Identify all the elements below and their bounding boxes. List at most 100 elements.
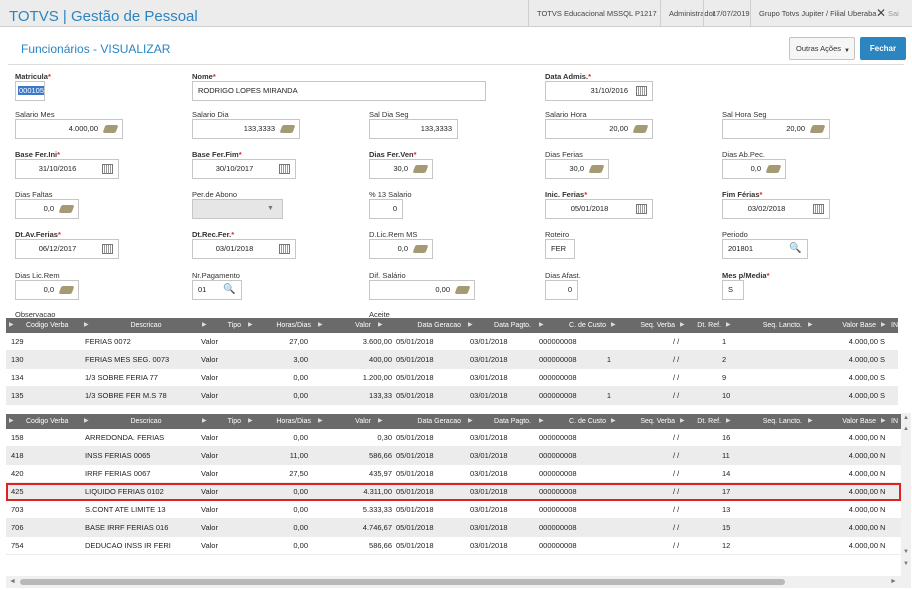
per-abono-select[interactable]: ▼: [192, 199, 283, 219]
column-header[interactable]: Dt. Ref.: [697, 418, 721, 425]
column-sort-icon[interactable]: ▶: [248, 418, 253, 424]
salario-mes-field[interactable]: 4.000,00: [15, 119, 123, 139]
scroll-down-icon[interactable]: ▼: [903, 549, 909, 555]
table-row[interactable]: 135 1/3 SOBRE FER M.S 78 Valor 0,00 133,33 05…: [6, 387, 898, 405]
column-header[interactable]: Seq. Verba: [640, 418, 675, 425]
column-sort-icon[interactable]: ▶: [9, 418, 14, 424]
column-sort-icon[interactable]: ▶: [84, 418, 89, 424]
column-sort-icon[interactable]: ▶: [378, 322, 383, 328]
column-header[interactable]: Dt. Ref.: [697, 322, 721, 329]
dias-ab-pec-field[interactable]: 0,0: [722, 159, 786, 179]
table-row[interactable]: 158 ARREDONDA. FERIAS Valor 0,00 0,30 05/01/2…: [6, 429, 901, 447]
column-sort-icon[interactable]: ▶: [726, 418, 731, 424]
column-header[interactable]: Valor Base: [842, 418, 876, 425]
column-sort-icon[interactable]: ▶: [318, 322, 323, 328]
money-icon[interactable]: [412, 165, 429, 173]
money-icon[interactable]: [632, 125, 649, 133]
calendar-icon[interactable]: [102, 164, 113, 174]
close-icon[interactable]: ✕: [876, 6, 887, 20]
scroll-right-icon[interactable]: ►: [890, 578, 897, 585]
more-actions-button[interactable]: Outras Ações ▼: [789, 37, 855, 60]
scroll-up-icon[interactable]: ▲: [903, 426, 909, 432]
column-sort-icon[interactable]: ▶: [9, 322, 14, 328]
user-info[interactable]: Administrador: [660, 0, 715, 27]
periodo-field[interactable]: 201801 🔍: [722, 239, 808, 259]
dias-faltas-field[interactable]: 0,0: [15, 199, 79, 219]
table-row[interactable]: 129 FERIAS 0072 Valor 27,00 3.600,00 05/01/20…: [6, 333, 898, 351]
table-row[interactable]: 425 LIQUIDO FERIAS 0102 Valor 0,00 4.311,00 0…: [6, 483, 901, 501]
money-icon[interactable]: [58, 205, 75, 213]
column-sort-icon[interactable]: ▶: [611, 322, 616, 328]
matricula-field[interactable]: 000105: [15, 81, 45, 101]
table-row[interactable]: 754 DEDUCAO INSS IR FERI Valor 0,00 586,66 05…: [6, 537, 901, 555]
table-row[interactable]: 706 BASE IRRF FERIAS 016 Valor 0,00 4.746,67…: [6, 519, 901, 537]
base-fer-ini-field[interactable]: 31/10/2016: [15, 159, 119, 179]
pct-13-field[interactable]: 0: [369, 199, 403, 219]
money-icon[interactable]: [58, 286, 75, 294]
column-header[interactable]: Descricao: [130, 418, 162, 425]
roteiro-field[interactable]: FER: [545, 239, 575, 259]
d-lic-rem-ms-field[interactable]: 0,0: [369, 239, 433, 259]
sal-dia-seg-field[interactable]: 133,3333: [369, 119, 458, 139]
column-sort-icon[interactable]: ▶: [248, 322, 253, 328]
column-header[interactable]: Seq. Verba: [640, 322, 675, 329]
column-header[interactable]: IN: [891, 322, 898, 329]
scroll-left-icon[interactable]: ◄: [9, 578, 16, 585]
search-icon[interactable]: 🔍: [789, 243, 802, 254]
column-header[interactable]: Data Geracao: [417, 322, 461, 329]
column-sort-icon[interactable]: ▶: [378, 418, 383, 424]
column-header[interactable]: Valor: [355, 418, 371, 425]
dt-rec-fer-field[interactable]: 03/01/2018: [192, 239, 296, 259]
data-admis-field[interactable]: 31/10/2016: [545, 81, 653, 101]
calendar-icon[interactable]: [636, 86, 647, 96]
column-sort-icon[interactable]: ▶: [808, 418, 813, 424]
salario-dia-field[interactable]: 133,3333: [192, 119, 300, 139]
nr-pagamento-field[interactable]: 01 🔍: [192, 280, 242, 300]
sal-hora-seg-field[interactable]: 20,00: [722, 119, 830, 139]
column-sort-icon[interactable]: ▶: [84, 322, 89, 328]
vertical-scrollbar[interactable]: ▲ ▲ ▼ ▼: [901, 413, 911, 588]
column-header[interactable]: Seq. Lancto.: [762, 322, 802, 329]
inic-ferias-field[interactable]: 05/01/2018: [545, 199, 653, 219]
money-icon[interactable]: [588, 165, 605, 173]
column-header[interactable]: Horas/Dias: [276, 322, 311, 329]
fim-ferias-field[interactable]: 03/02/2018: [722, 199, 830, 219]
column-header[interactable]: Valor Base: [842, 322, 876, 329]
table-row[interactable]: 418 INSS FERIAS 0065 Valor 11,00 586,66 05/01…: [6, 447, 901, 465]
column-header[interactable]: Data Geracao: [417, 418, 461, 425]
dias-ferias-field[interactable]: 30,0: [545, 159, 609, 179]
exit-link[interactable]: Sai: [888, 9, 899, 18]
column-sort-icon[interactable]: ▶: [539, 322, 544, 328]
branch-info[interactable]: Grupo Totvs Jupiter / Filial Uberaba: [750, 0, 876, 27]
dif-salario-field[interactable]: 0,00: [369, 280, 475, 300]
column-header[interactable]: Codigo Verba: [26, 322, 69, 329]
money-icon[interactable]: [454, 286, 471, 294]
dias-lic-rem-field[interactable]: 0,0: [15, 280, 79, 300]
environment-info[interactable]: TOTVS Educacional MSSQL P1217: [528, 0, 657, 27]
column-sort-icon[interactable]: ▶: [468, 322, 473, 328]
dias-afast-field[interactable]: 0: [545, 280, 578, 300]
date-info[interactable]: 17/07/2019: [703, 0, 750, 27]
money-icon[interactable]: [102, 125, 119, 133]
column-header[interactable]: Codigo Verba: [26, 418, 69, 425]
nome-field[interactable]: RODRIGO LOPES MIRANDA: [192, 81, 486, 101]
dt-av-ferias-field[interactable]: 06/12/2017: [15, 239, 119, 259]
scroll-down-icon[interactable]: ▼: [903, 561, 909, 567]
search-icon[interactable]: 🔍: [223, 284, 236, 295]
column-header[interactable]: Data Pagto.: [494, 418, 531, 425]
horizontal-scrollbar[interactable]: ◄ ►: [6, 576, 901, 588]
table-row[interactable]: 703 S.CONT ATE LIMITE 13 Valor 0,00 5.333,33…: [6, 501, 901, 519]
column-sort-icon[interactable]: ▶: [611, 418, 616, 424]
money-icon[interactable]: [809, 125, 826, 133]
column-sort-icon[interactable]: ▶: [202, 418, 207, 424]
calendar-icon[interactable]: [636, 204, 647, 214]
column-header[interactable]: Tipo: [227, 322, 241, 329]
close-button[interactable]: Fechar: [860, 37, 906, 60]
chevron-down-icon[interactable]: ▼: [267, 205, 274, 212]
column-header[interactable]: IN: [891, 418, 898, 425]
column-sort-icon[interactable]: ▶: [539, 418, 544, 424]
salario-hora-field[interactable]: 20,00: [545, 119, 653, 139]
calendar-icon[interactable]: [279, 164, 290, 174]
column-sort-icon[interactable]: ▶: [318, 418, 323, 424]
money-icon[interactable]: [765, 165, 782, 173]
